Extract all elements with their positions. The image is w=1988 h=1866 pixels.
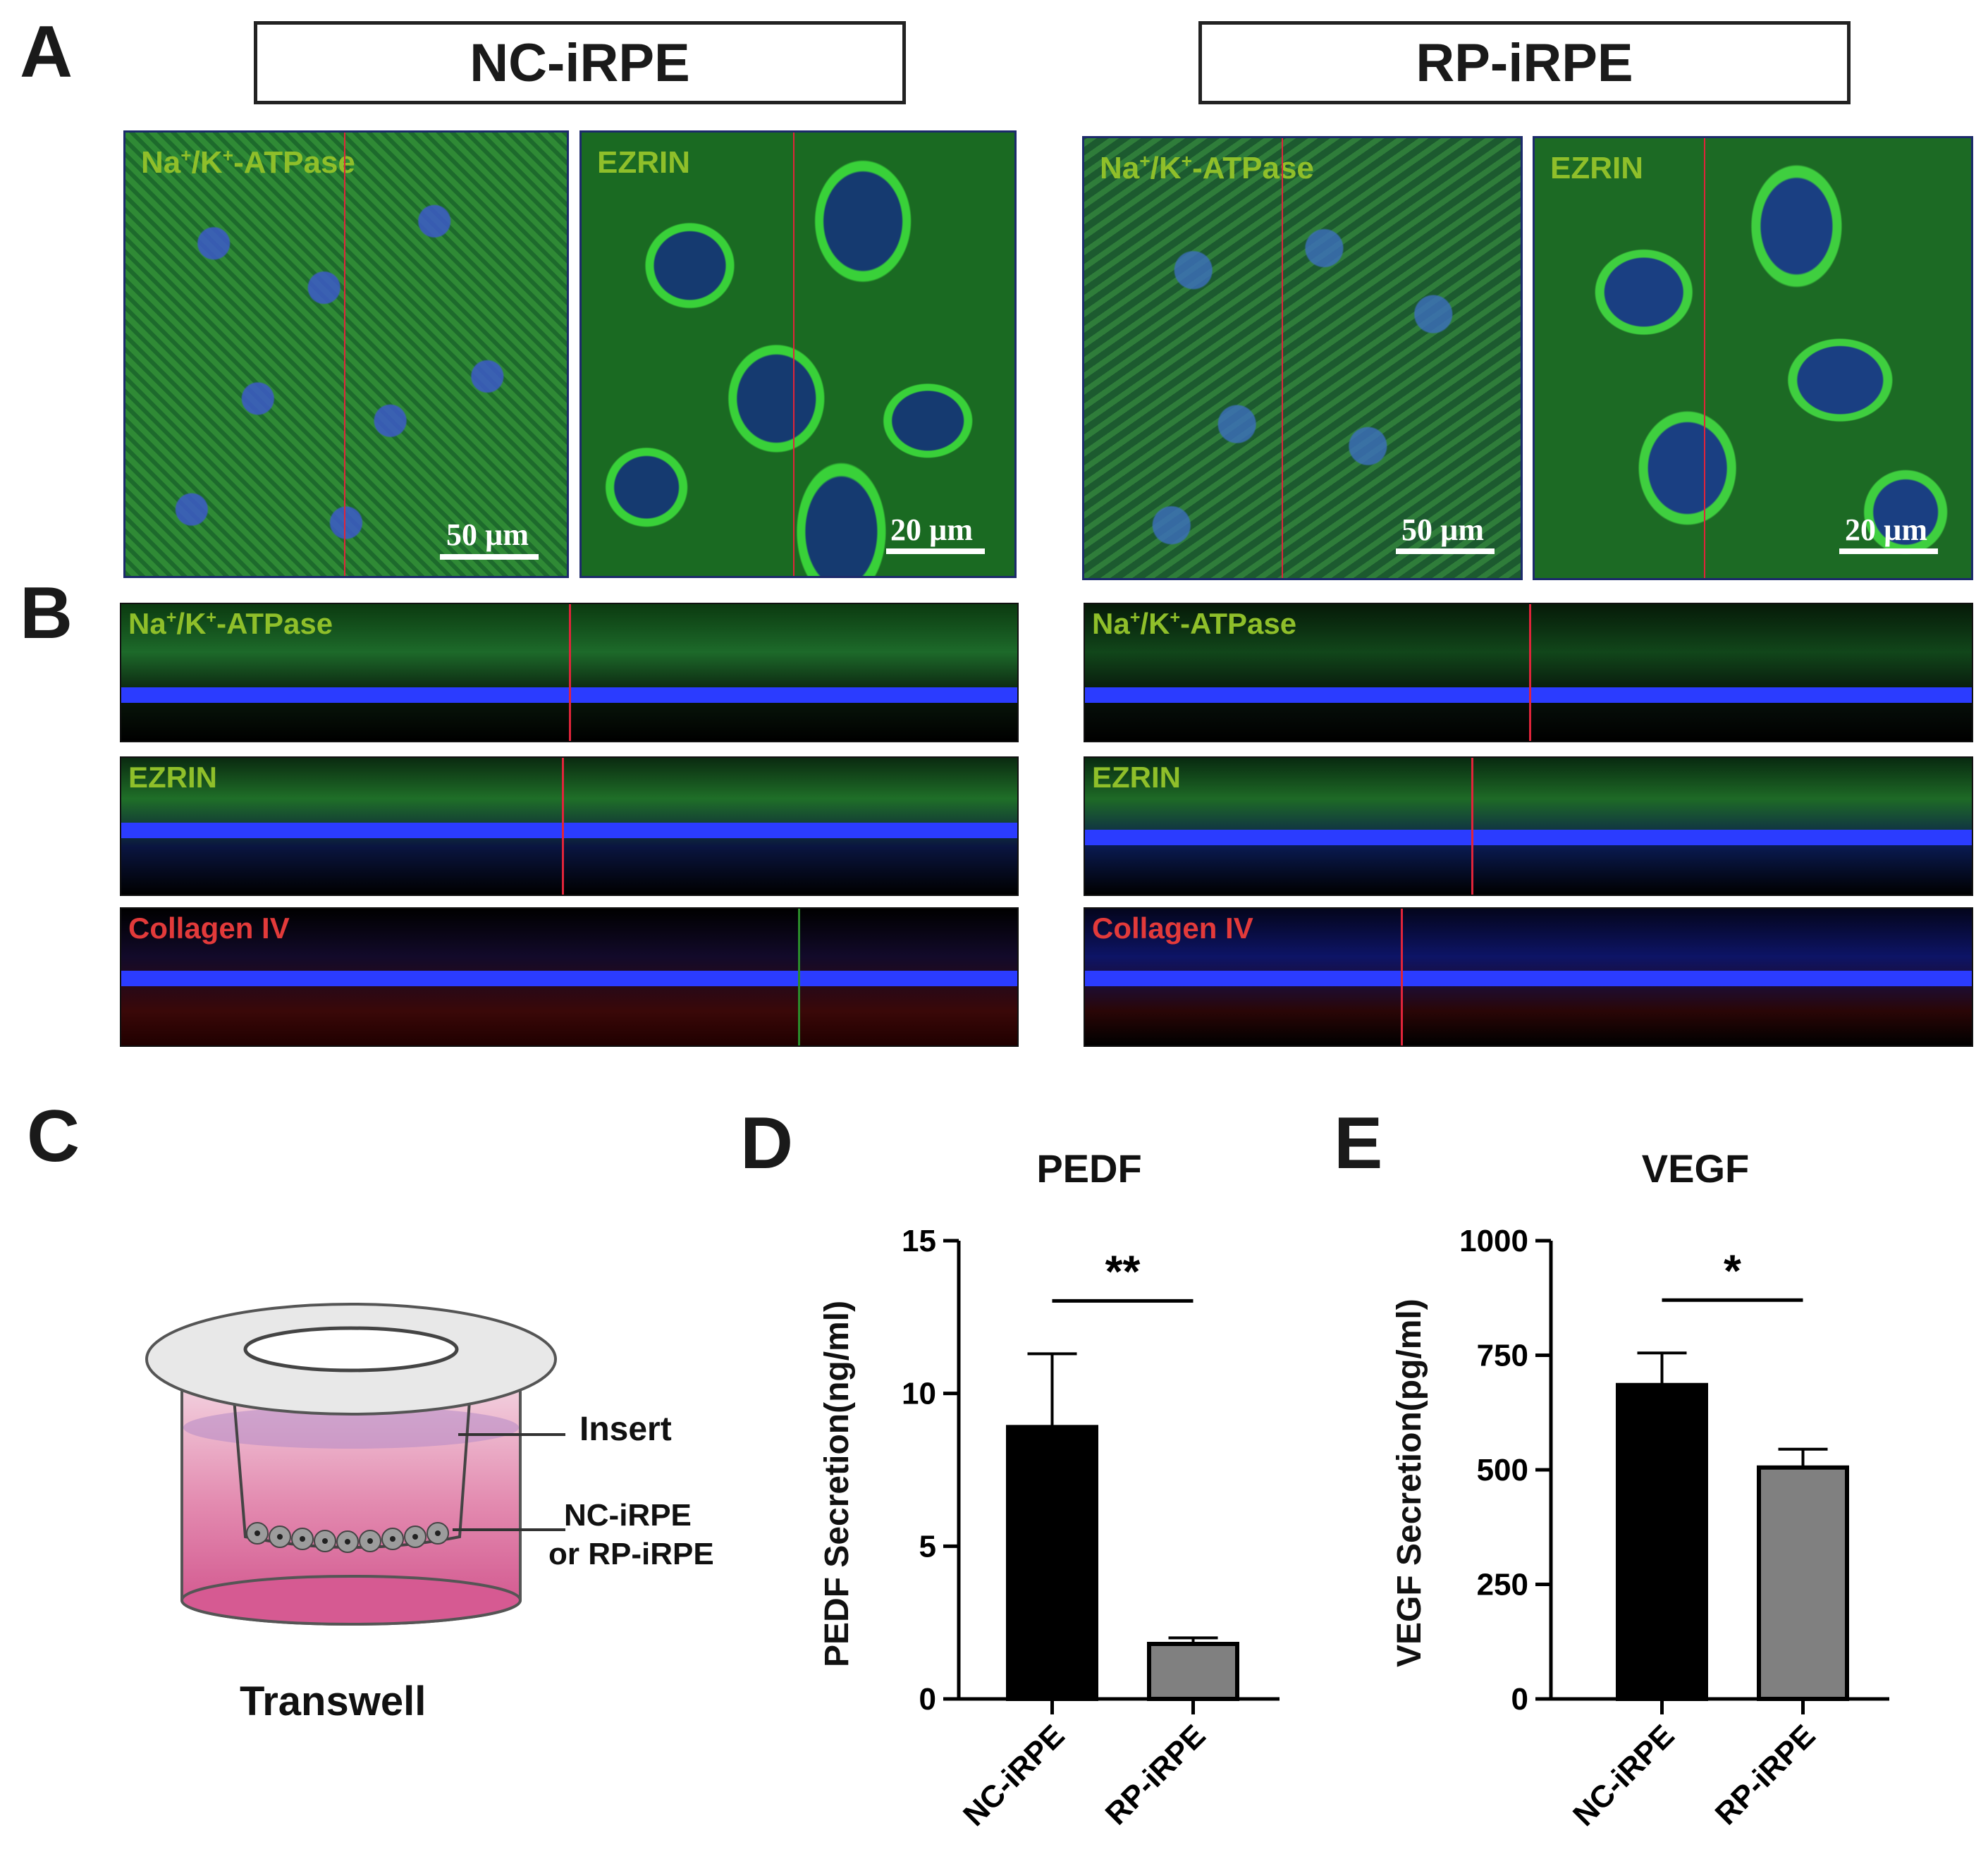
y-tick-label: 750 <box>1477 1339 1528 1373</box>
cells-label-line2: or RP-iRPE <box>548 1537 714 1571</box>
transwell-caption: Transwell <box>240 1678 427 1724</box>
strip-rp-atpase: Na+/K+-ATPase <box>1084 603 1973 742</box>
micrograph-nc-atpase: Na+/K+-ATPase 50 µm <box>123 130 569 578</box>
x-tick-label: NC-iRPE <box>957 1718 1072 1833</box>
ortho-crosshair <box>1282 138 1283 578</box>
stain-label: Collagen IV <box>128 911 290 945</box>
y-tick-label: 0 <box>1511 1682 1528 1717</box>
scale-bar <box>886 548 985 554</box>
ortho-crosshair <box>344 133 345 576</box>
ortho-crosshair <box>569 604 571 741</box>
strip-rp-ezrin: EZRIN <box>1084 756 1973 896</box>
scale-bar <box>1396 548 1495 554</box>
stain-label: EZRIN <box>1092 761 1181 794</box>
stain-label: Na+/K+-ATPase <box>1100 150 1314 185</box>
strip-nc-ezrin: EZRIN <box>120 756 1019 896</box>
y-tick-label: 500 <box>1477 1453 1528 1487</box>
stain-label: EZRIN <box>1550 151 1643 185</box>
y-axis-label-pedf: PEDF Secretion(ng/ml) <box>818 1300 856 1667</box>
micrograph-rp-ezrin: EZRIN 20 µm <box>1533 136 1973 580</box>
nuclear-band <box>1085 830 1972 845</box>
well-bottom <box>180 1575 522 1626</box>
stain-label: Na+/K+-ATPase <box>128 607 333 640</box>
scale-bar <box>1839 548 1938 554</box>
media-surface <box>183 1406 519 1449</box>
nuclear-band <box>1085 687 1972 703</box>
ortho-crosshair <box>562 758 564 895</box>
ortho-crosshair <box>1401 909 1403 1045</box>
panel-letter-b: B <box>20 572 73 654</box>
cells-label-line1: NC-iRPE <box>564 1498 692 1533</box>
ortho-crosshair <box>793 133 794 576</box>
ortho-crosshair <box>1529 604 1531 741</box>
cell-layer <box>246 1522 449 1553</box>
significance-stars: * <box>1724 1245 1741 1296</box>
y-tick-label: 15 <box>902 1224 936 1258</box>
scale-label: 20 µm <box>890 512 974 547</box>
micrograph-rp-atpase: Na+/K+-ATPase 50 µm <box>1082 136 1523 580</box>
strip-nc-atpase: Na+/K+-ATPase <box>120 603 1019 742</box>
scale-label: 20 µm <box>1845 512 1928 547</box>
strip-nc-collagen: Collagen IV <box>120 907 1019 1047</box>
chart-title-vegf: VEGF <box>1641 1146 1750 1191</box>
y-tick-label: 0 <box>919 1682 936 1717</box>
nuclear-band <box>121 823 1017 838</box>
chart-pedf: 0 5 10 15 NC-iRPE RP-iRPE ** <box>902 1224 1280 1833</box>
group-header-nc: NC-iRPE <box>254 21 906 104</box>
bar <box>1616 1382 1708 1701</box>
insert-label: Insert <box>579 1411 672 1448</box>
stain-label: Collagen IV <box>1092 911 1253 945</box>
ortho-crosshair <box>1704 138 1705 578</box>
panel-letter-c: C <box>27 1095 80 1177</box>
stain-label: Na+/K+-ATPase <box>1092 607 1297 640</box>
panel-letter-a: A <box>20 11 73 93</box>
y-tick-label: 250 <box>1477 1568 1528 1602</box>
x-tick-label: NC-iRPE <box>1566 1718 1681 1833</box>
transwell-diagram <box>145 1303 565 1626</box>
chart-vegf: 0 250 500 750 1000 NC-iRPE RP-iRPE * <box>1459 1224 1889 1833</box>
scale-label: 50 µm <box>1401 512 1485 547</box>
stain-label: Na+/K+-ATPase <box>141 145 355 180</box>
stain-label: EZRIN <box>597 145 690 180</box>
scale-label: 50 µm <box>446 517 529 552</box>
strip-rp-collagen: Collagen IV <box>1084 907 1973 1047</box>
panel-letter-d: D <box>740 1103 794 1184</box>
ortho-crosshair <box>1471 758 1473 895</box>
bar <box>1147 1642 1239 1701</box>
insert-opening <box>243 1326 459 1373</box>
y-tick-label: 5 <box>919 1529 936 1564</box>
bar <box>1757 1465 1849 1701</box>
y-tick-label: 1000 <box>1459 1224 1528 1258</box>
group-header-rp: RP-iRPE <box>1198 21 1851 104</box>
y-tick-label: 10 <box>902 1377 936 1411</box>
y-axis-label-vegf: VEGF Secretion(pg/ml) <box>1391 1299 1428 1667</box>
x-tick-label: RP-iRPE <box>1099 1718 1213 1831</box>
x-tick-label: RP-iRPE <box>1709 1718 1822 1831</box>
nuclear-band <box>1085 971 1972 986</box>
significance-stars: ** <box>1105 1246 1141 1296</box>
scale-bar <box>440 554 539 560</box>
ortho-crosshair <box>798 909 800 1045</box>
nuclear-band <box>121 971 1017 986</box>
bar <box>1006 1425 1098 1701</box>
panel-letter-e: E <box>1334 1103 1383 1184</box>
stain-label: EZRIN <box>128 761 217 794</box>
chart-title-pedf: PEDF <box>1036 1146 1142 1191</box>
micrograph-nc-ezrin: EZRIN 20 µm <box>579 130 1017 578</box>
